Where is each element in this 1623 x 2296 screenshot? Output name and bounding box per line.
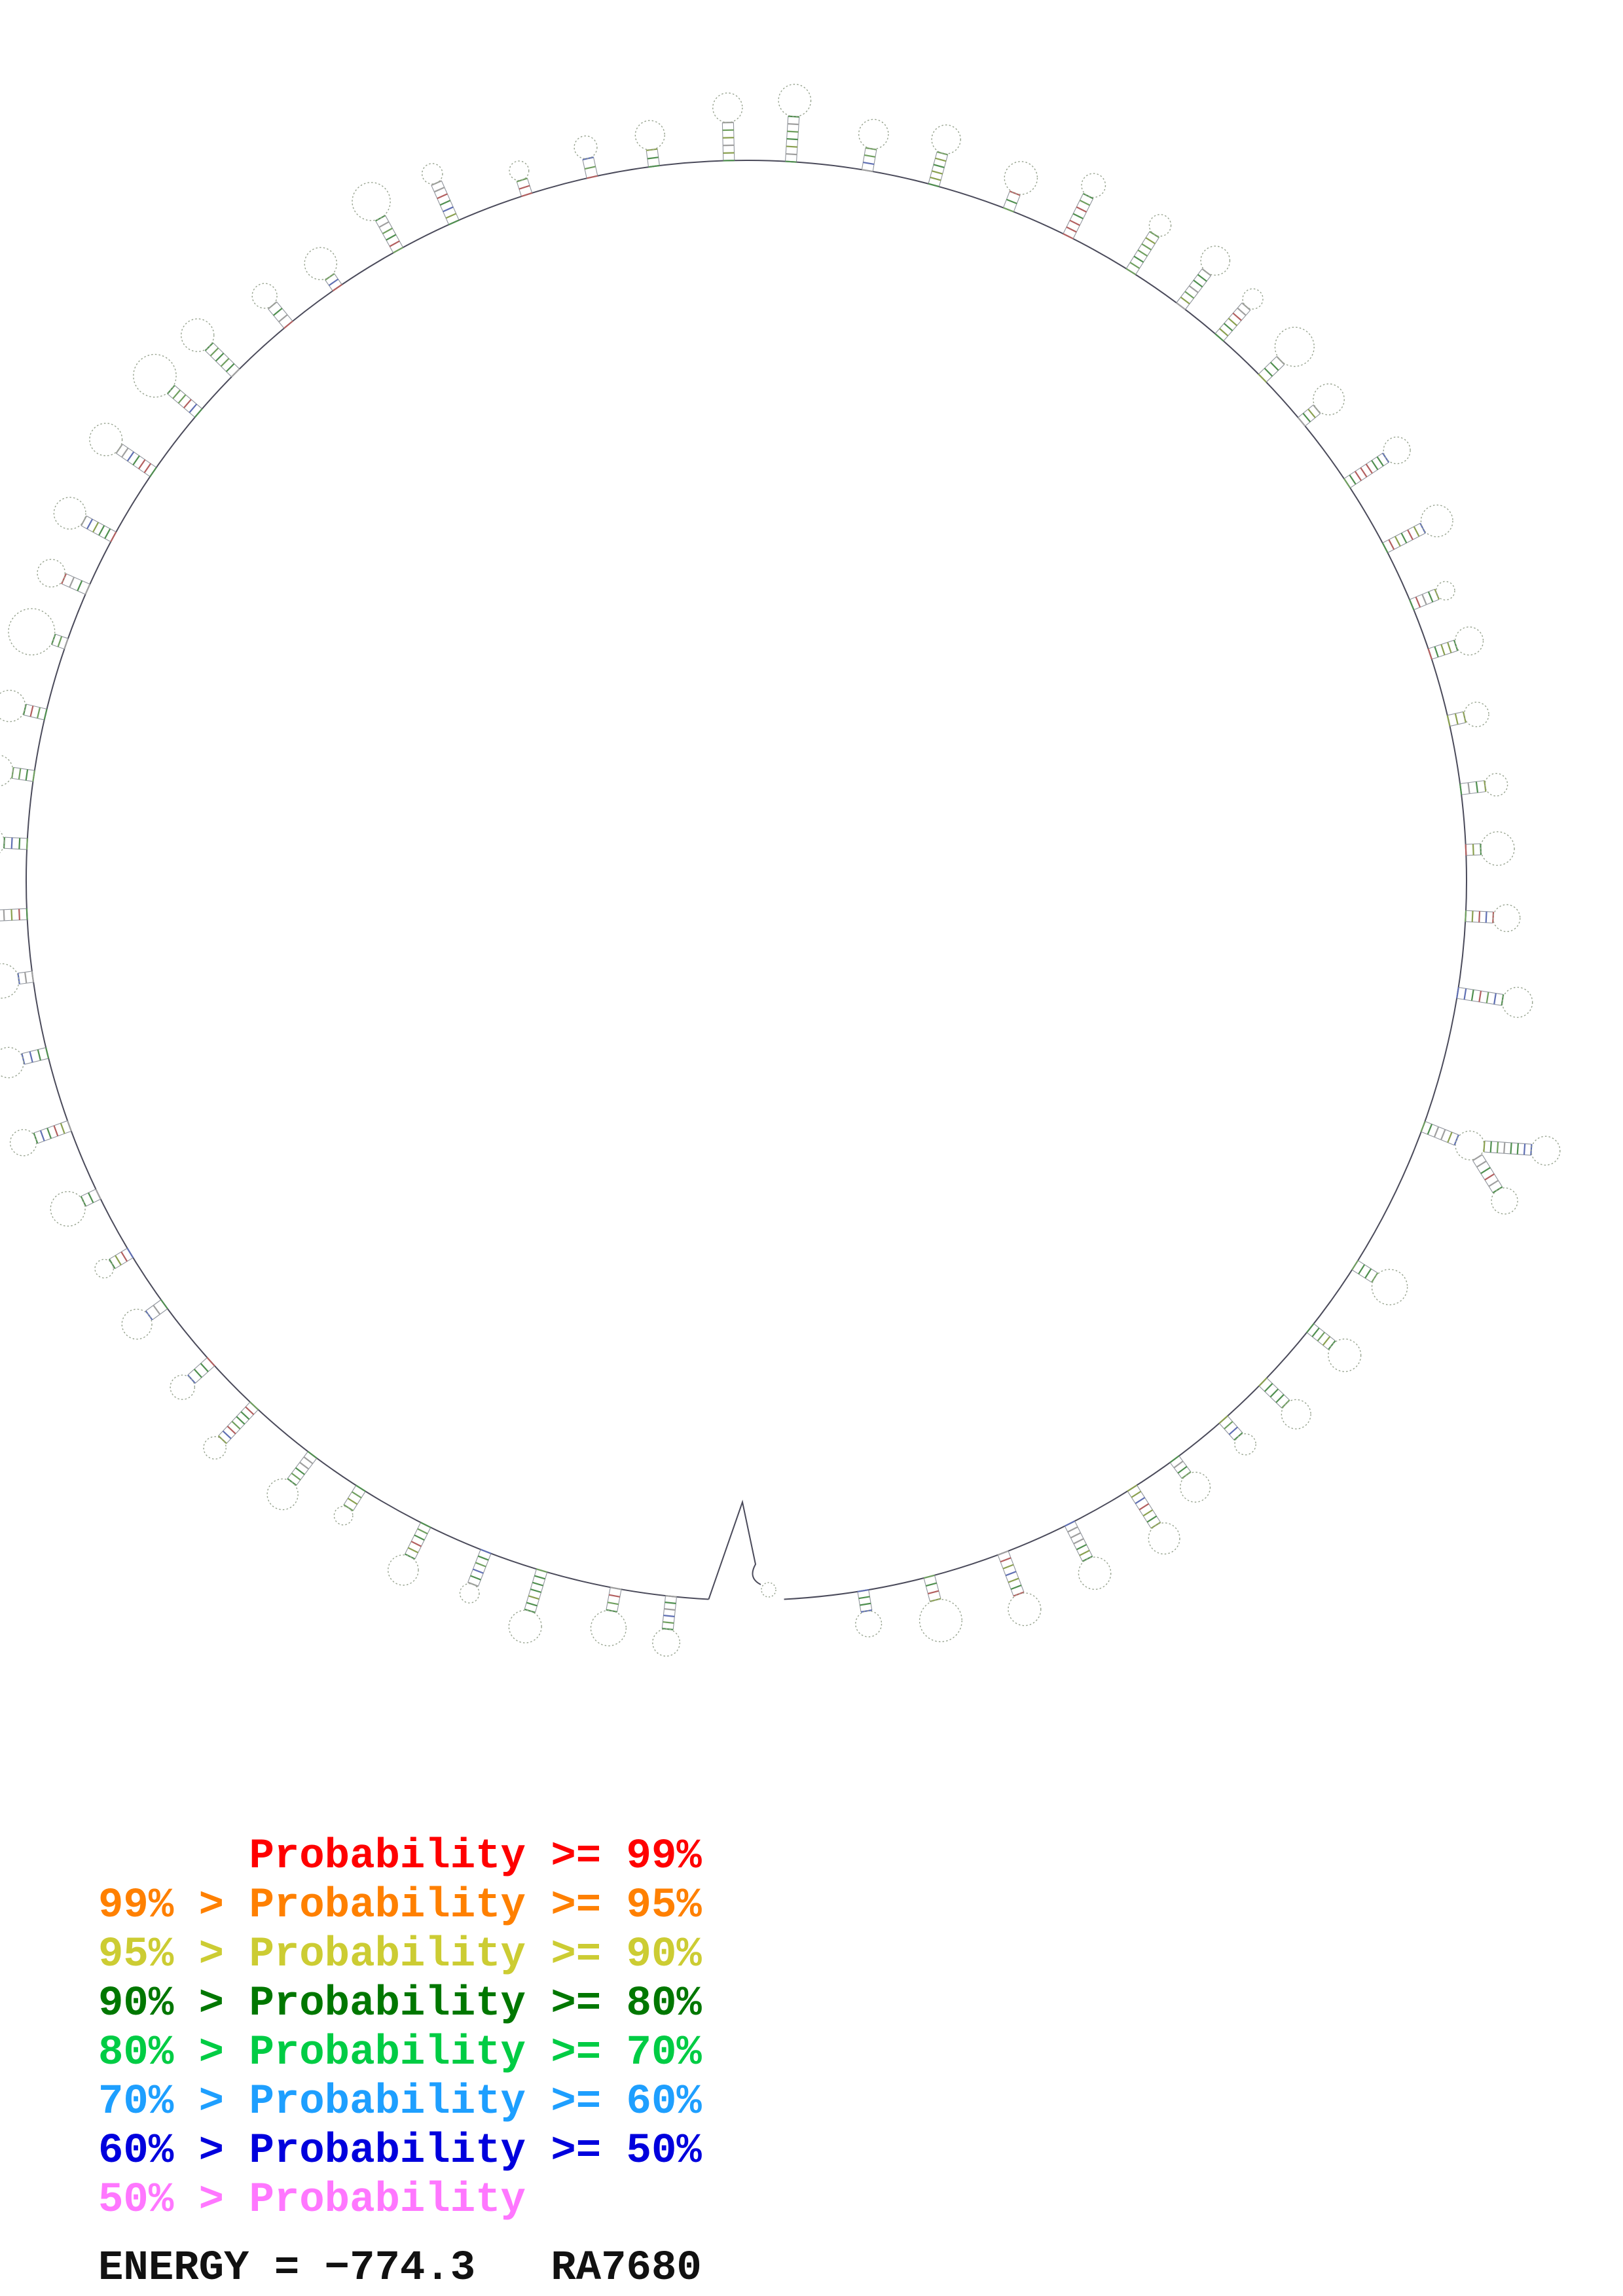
legend-entry-95: 99% > Probability >= 95% <box>98 1882 702 1929</box>
legend-entry-99: Probability >= 99% <box>98 1833 702 1880</box>
legend-entry-90: 95% > Probability >= 90% <box>98 1931 702 1979</box>
legend-entry-below-50: 50% > Probability <box>98 2177 526 2224</box>
legend-entry-70: 80% > Probability >= 70% <box>98 2030 702 2077</box>
probability-legend: Probability >= 99% 99% > Probability >= … <box>98 1833 702 2225</box>
legend-entry-80: 90% > Probability >= 80% <box>98 1981 702 2028</box>
energy-label: ENERGY = −774.3 RA7680 <box>98 2245 702 2292</box>
legend-entry-50: 60% > Probability >= 50% <box>98 2128 702 2175</box>
legend-entry-60: 70% > Probability >= 60% <box>98 2079 702 2126</box>
